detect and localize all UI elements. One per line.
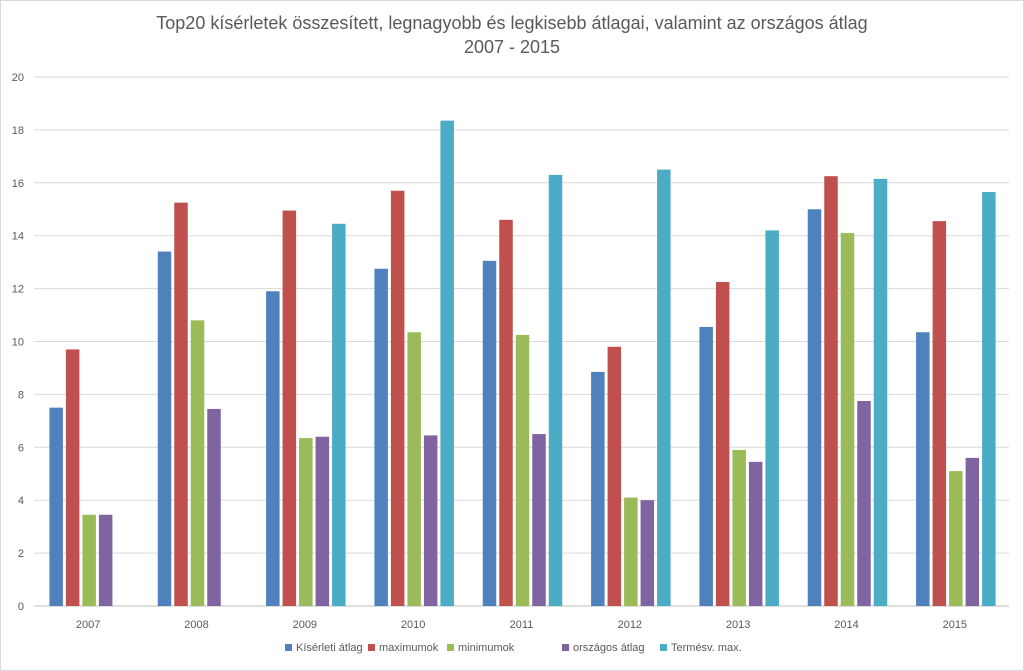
bar — [732, 449, 746, 606]
x-tick-label: 2015 — [943, 619, 967, 631]
bar — [390, 190, 405, 607]
y-tick-label: 6 — [18, 442, 24, 454]
legend-label: maximumok — [379, 642, 439, 654]
bar — [624, 497, 638, 606]
legend-swatch — [368, 644, 375, 651]
legend-swatch — [447, 644, 454, 651]
chart-subtitle: 2007 - 2015 — [463, 37, 561, 57]
y-tick-label: 16 — [12, 178, 24, 190]
bar — [515, 334, 530, 606]
bar — [82, 514, 96, 606]
bar — [65, 349, 80, 606]
legend-label: Termésv. max. — [671, 642, 742, 654]
bar — [807, 209, 822, 606]
y-tick-label: 4 — [18, 495, 24, 507]
bar — [965, 457, 980, 606]
bar — [423, 435, 438, 606]
bar — [174, 202, 188, 606]
bar — [657, 169, 671, 606]
x-tick-label: 2012 — [618, 619, 642, 631]
y-tick-label: 12 — [12, 284, 24, 296]
bar — [407, 332, 421, 606]
bar — [607, 346, 622, 606]
bar — [207, 408, 221, 606]
bar — [591, 371, 605, 606]
chart-title: Top20 kísérletek összesített, legnagyobb… — [156, 13, 868, 33]
x-tick-label: 2010 — [401, 619, 425, 631]
bar — [440, 120, 454, 606]
bar — [949, 471, 963, 606]
bar — [840, 233, 855, 606]
bar — [299, 438, 313, 606]
y-tick-label: 2 — [18, 548, 24, 560]
bar — [499, 219, 513, 606]
bar — [332, 223, 346, 607]
legend-label: országos átlag — [573, 642, 645, 654]
x-tick-label: 2014 — [834, 619, 858, 631]
x-tick-label: 2007 — [76, 619, 100, 631]
bar — [916, 332, 930, 606]
bar — [824, 176, 838, 606]
bar — [873, 178, 888, 606]
x-tick-label: 2009 — [293, 619, 317, 631]
bar — [857, 401, 871, 606]
bar — [982, 192, 996, 606]
legend-swatch — [562, 644, 569, 651]
bar — [932, 221, 947, 606]
bar — [157, 251, 172, 606]
legend-label: Kísérleti átlag — [296, 642, 363, 654]
bar — [266, 291, 280, 606]
legend-swatch — [285, 644, 292, 651]
y-tick-label: 0 — [18, 601, 24, 613]
bar — [482, 260, 497, 606]
bar — [715, 281, 730, 606]
bar — [748, 461, 763, 606]
y-tick-label: 14 — [12, 231, 24, 243]
bar — [374, 268, 388, 606]
bar — [548, 174, 563, 607]
x-tick-label: 2011 — [510, 619, 534, 631]
bar — [765, 230, 779, 606]
y-tick-label: 18 — [12, 125, 24, 137]
bar — [49, 407, 63, 606]
bar — [640, 500, 655, 606]
legend-swatch — [660, 644, 667, 651]
bar — [282, 210, 297, 606]
x-tick-label: 2013 — [726, 619, 750, 631]
bar — [98, 514, 113, 606]
x-tick-label: 2008 — [184, 619, 208, 631]
y-tick-label: 10 — [12, 337, 24, 349]
bar — [699, 326, 713, 606]
bar — [532, 434, 546, 606]
y-tick-label: 20 — [12, 72, 24, 84]
bar — [315, 436, 330, 606]
legend-label: minimumok — [458, 642, 515, 654]
y-tick-label: 8 — [18, 389, 24, 401]
bar — [190, 320, 205, 606]
